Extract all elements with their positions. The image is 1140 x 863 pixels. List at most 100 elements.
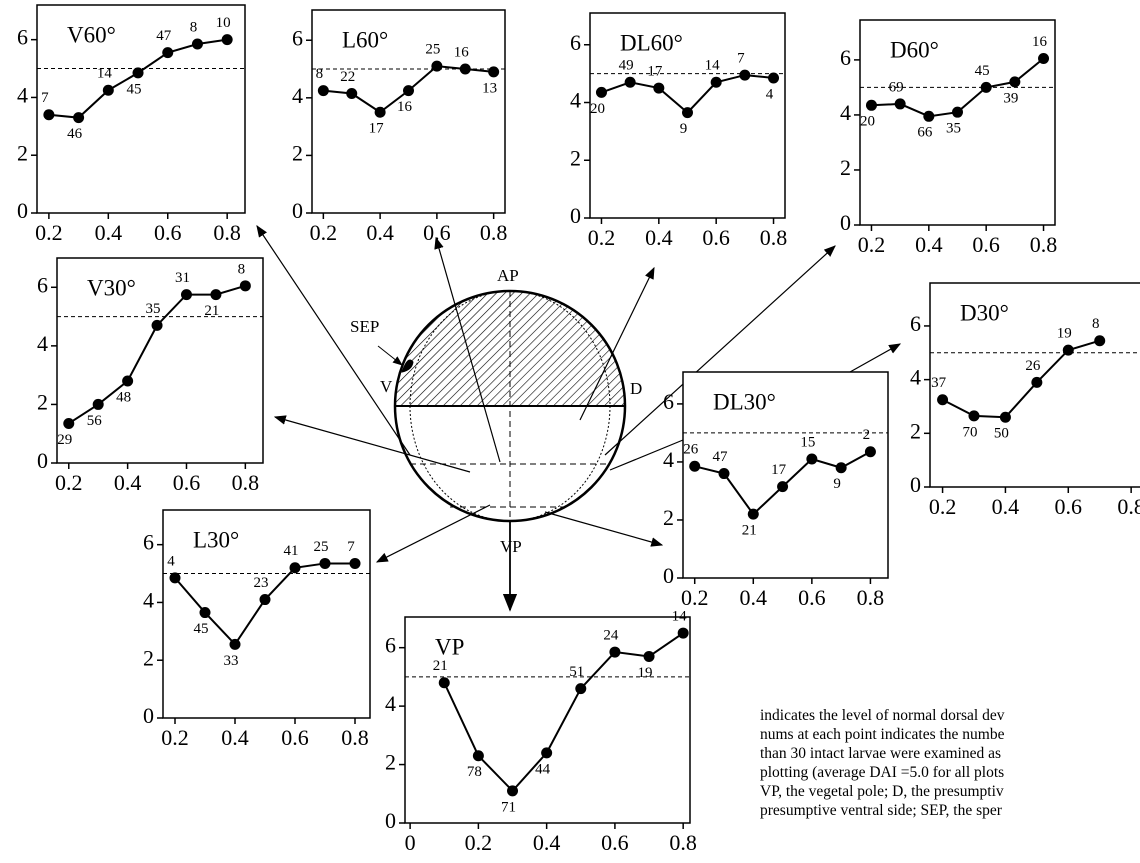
x-tick-label: 0.6 — [1055, 494, 1083, 519]
plot-frame — [56, 257, 264, 464]
x-tick-label: 0.4 — [992, 494, 1020, 519]
panel-title: V30° — [87, 275, 136, 300]
y-tick-label: 6 — [663, 389, 674, 414]
panel: 0 2 4 6 0.2 0.4 0.6 0.8 DL60° 20 49 17 9 14 7 4 — [570, 12, 788, 250]
y-tick-label: 4 — [17, 82, 28, 107]
data-point — [952, 106, 963, 118]
y-tick-label: 0 — [17, 198, 28, 223]
data-point — [488, 66, 500, 78]
n-label: 48 — [116, 389, 131, 405]
x-tick-label: 0.6 — [702, 225, 730, 250]
arrow — [579, 266, 655, 421]
data-point — [210, 289, 222, 301]
n-label: 23 — [254, 575, 269, 591]
x-tick-label: 0.6 — [423, 220, 451, 245]
x-tick-label: 0.4 — [645, 225, 673, 250]
n-label: 10 — [216, 15, 231, 31]
panel-title: L30° — [193, 527, 239, 552]
x-tick-label: 0.6 — [601, 830, 629, 855]
x-tick-label: 0.8 — [480, 220, 508, 245]
n-label: 25 — [425, 42, 440, 58]
y-tick-label: 6 — [143, 530, 154, 555]
data-point — [403, 85, 414, 97]
data-point — [191, 38, 203, 50]
arrow — [849, 343, 902, 373]
data-point — [835, 462, 847, 474]
y-tick-label: 4 — [292, 83, 303, 108]
y-tick-label: 0 — [570, 203, 581, 228]
x-tick-label: 0.4 — [95, 220, 123, 245]
sep-mark — [401, 359, 414, 373]
n-label: 51 — [569, 664, 584, 680]
x-tick-label: 0.2 — [929, 494, 957, 519]
x-tick-label: 0.2 — [310, 220, 338, 245]
arrow — [609, 439, 684, 471]
data-point — [864, 446, 876, 458]
data-point — [1062, 344, 1074, 356]
panel-title: L60° — [342, 27, 388, 52]
x-tick-label: 0.6 — [281, 725, 309, 750]
y-tick-label: 4 — [840, 100, 851, 125]
n-label: 49 — [619, 58, 634, 74]
data-point — [229, 638, 241, 650]
plot-frame — [404, 616, 691, 824]
y-tick-label: 6 — [17, 25, 28, 50]
y-tick-label: 4 — [570, 88, 581, 113]
plot-frame — [682, 371, 889, 579]
n-label: 20 — [860, 114, 875, 130]
x-tick-label: 0.2 — [55, 470, 83, 495]
y-tick-label: 6 — [37, 272, 48, 297]
data-point — [677, 627, 689, 639]
data-point — [431, 60, 443, 72]
data-point — [1094, 335, 1106, 347]
n-label: 21 — [204, 303, 219, 319]
caption-line: indicates the level of normal dorsal dev — [760, 707, 1005, 724]
y-tick-label: 0 — [840, 210, 851, 235]
data-point — [575, 683, 587, 695]
arrows — [256, 225, 902, 612]
x-tick-label: 0.2 — [858, 232, 886, 257]
data-point — [73, 112, 85, 124]
data-point — [472, 750, 484, 762]
caption-line: nums at each point indicates the numbe — [760, 726, 1005, 743]
data-point — [507, 785, 519, 797]
data-point — [162, 47, 174, 59]
data-point — [768, 72, 780, 84]
data-point — [710, 76, 722, 88]
data-point — [102, 84, 114, 96]
sep-label: SEP — [350, 317, 379, 336]
y-tick-label: 4 — [910, 365, 921, 390]
x-tick-label: 0.8 — [760, 225, 788, 250]
n-label: 17 — [369, 121, 385, 137]
x-tick-label: 0.8 — [1030, 232, 1058, 257]
hatched-half — [395, 291, 625, 406]
data-point — [317, 85, 329, 97]
y-tick-label: 4 — [143, 587, 154, 612]
caption: indicates the level of normal dorsal dev… — [760, 706, 1140, 820]
x-tick-label: 0.4 — [221, 725, 249, 750]
n-label: 47 — [713, 449, 729, 465]
n-label: 9 — [833, 476, 841, 492]
data-point — [169, 572, 181, 584]
data-point — [777, 481, 789, 493]
n-label: 25 — [314, 539, 329, 555]
data-point — [682, 107, 693, 119]
d-label: D — [630, 379, 642, 398]
n-label: 13 — [482, 80, 497, 96]
y-tick-label: 6 — [570, 30, 581, 55]
data-point — [937, 394, 949, 406]
sep-arrow — [377, 345, 403, 366]
caption-line: than 30 intact larvae were examined as — [760, 745, 1001, 762]
data-point — [346, 88, 358, 100]
arrow — [375, 504, 491, 563]
y-tick-label: 0 — [910, 472, 921, 497]
data-point — [739, 69, 751, 81]
plot-frame — [311, 9, 506, 214]
y-tick-label: 6 — [385, 633, 396, 658]
data-point — [609, 646, 621, 658]
panel-title: V60° — [67, 22, 116, 47]
data-point — [259, 594, 271, 606]
n-label: 14 — [705, 58, 721, 74]
data-point — [151, 319, 163, 331]
